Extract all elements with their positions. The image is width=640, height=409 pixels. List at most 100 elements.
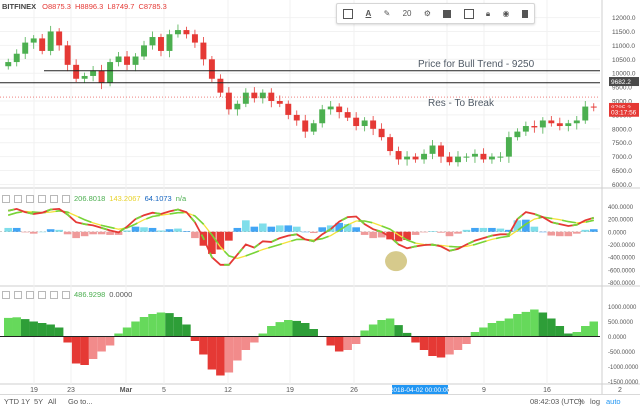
candle-body: [268, 92, 275, 101]
candle-body: [183, 30, 190, 35]
indicator-settings-icon[interactable]: [14, 194, 22, 203]
axes: 1923Mar5121926591622018-04-02 00:00:0060…: [30, 15, 639, 394]
indicator-more-icon[interactable]: [38, 194, 46, 203]
high-value: H8896.3: [74, 2, 104, 11]
candle-body: [302, 120, 309, 132]
osc-histogram-bar: [530, 226, 539, 232]
line-style-icon[interactable]: [343, 8, 354, 19]
indicator-source-icon[interactable]: [62, 194, 70, 203]
goto-link[interactable]: Go to...: [68, 397, 93, 406]
osc-histogram-bar: [445, 231, 454, 237]
osc-histogram-bar: [581, 229, 590, 232]
osc-histogram-bar: [360, 231, 369, 235]
candle-body: [22, 42, 29, 54]
price-tick-label: 9500.0: [612, 85, 632, 92]
hist-bar: [530, 309, 539, 337]
candle-body: [404, 156, 411, 160]
osc-histogram-bar: [589, 229, 598, 232]
candle-body: [242, 92, 249, 104]
clone-icon[interactable]: [463, 8, 474, 19]
hist-tick-label: 1000.0000: [608, 305, 637, 311]
osc-tick-label: 200.0000: [608, 218, 634, 224]
range-5y[interactable]: 5Y: [34, 397, 44, 406]
auto-toggle[interactable]: auto: [606, 397, 621, 406]
histogram-pane[interactable]: [0, 309, 600, 376]
price-axis-badge-text: 03:17:56: [611, 110, 637, 117]
osc-histogram-bar: [72, 231, 80, 239]
hist-bar: [224, 336, 234, 373]
osc-histogram-bar: [479, 227, 488, 232]
osc-histogram-bar: [140, 227, 148, 232]
hist-bar: [453, 336, 463, 350]
candle-body: [200, 42, 207, 60]
indicator-format-icon[interactable]: [50, 194, 58, 203]
price-tick-label: 7000.0: [612, 154, 632, 161]
osc-histogram-bar: [564, 231, 573, 237]
candle-body: [573, 120, 580, 124]
indicator-eye-icon[interactable]: [2, 194, 10, 203]
candle-body: [47, 31, 54, 51]
lock-icon[interactable]: 🔒︎: [485, 8, 491, 18]
template-icon[interactable]: [443, 9, 452, 18]
indicator2-settings-icon[interactable]: [14, 290, 22, 299]
indicator2-eye-icon[interactable]: [2, 290, 10, 299]
ind2-value-1: 486.9298: [74, 290, 106, 299]
log-toggle[interactable]: log: [590, 397, 601, 406]
osc-histogram-bar: [80, 231, 89, 237]
indicator2-source-icon[interactable]: [62, 290, 70, 299]
range-1y[interactable]: 1Y: [21, 397, 31, 406]
percent-toggle[interactable]: %: [578, 397, 585, 406]
price-axis-badge: [609, 77, 639, 87]
price-pane[interactable]: Price for Bull Trend - 9250 Res - To Brea…: [0, 24, 600, 167]
range-ytd[interactable]: YTD: [4, 397, 19, 406]
osc-histogram-bar: [301, 231, 310, 233]
hist-bar: [402, 332, 412, 337]
candle-body: [412, 156, 419, 160]
drawing-toolbar: A ✎ 20 ⚙ 🔒︎ ◉: [336, 3, 535, 24]
hist-bar: [233, 336, 242, 361]
candle-body: [13, 53, 20, 63]
indicator2-close-icon[interactable]: [26, 290, 34, 299]
osc-histogram-bar: [555, 231, 564, 237]
hist-bar: [216, 336, 225, 376]
osc-histogram-bar: [539, 231, 547, 233]
osc-histogram-bar: [29, 231, 38, 234]
candle-body: [141, 45, 147, 57]
candle-body: [471, 153, 478, 157]
osc-histogram-bar: [114, 231, 123, 235]
indicator2-format-icon[interactable]: [50, 290, 58, 299]
osc-tick-label: 400.0000: [608, 205, 634, 211]
font-size-select[interactable]: 20: [402, 9, 412, 18]
candle-body: [107, 62, 114, 83]
osc-histogram-bar: [369, 231, 377, 239]
price-tick-label: 11500.0: [612, 29, 635, 36]
hist-bar: [148, 314, 157, 337]
oscillator-pane[interactable]: [0, 207, 600, 272]
candle-body: [251, 92, 258, 99]
candle-body: [327, 106, 334, 110]
eye-icon[interactable]: ◉: [502, 9, 510, 18]
pencil-icon[interactable]: ✎: [383, 9, 391, 18]
hist-bar: [37, 323, 47, 337]
trash-icon[interactable]: [521, 9, 528, 18]
osc-histogram-bar: [182, 231, 191, 232]
hist-tick-label: 0.0000: [608, 335, 627, 341]
hist-bar: [207, 336, 217, 370]
candle-body: [124, 56, 131, 65]
gear-icon[interactable]: ⚙: [423, 9, 431, 18]
candle-body: [387, 137, 394, 152]
indicator-close-icon[interactable]: [26, 194, 34, 203]
hist-bar: [343, 336, 352, 350]
hist-bar: [190, 336, 200, 341]
indicator2-more-icon[interactable]: [38, 290, 46, 299]
indicator1-legend: 206.8018 143.2067 64.1073 n/a: [2, 193, 187, 204]
text-color-icon[interactable]: A: [365, 9, 372, 18]
range-all[interactable]: All: [48, 397, 57, 406]
osc-histogram-bar: [572, 231, 581, 234]
candle-body: [5, 62, 12, 67]
hist-bar: [105, 336, 115, 346]
osc-histogram-bar: [46, 229, 55, 232]
candle-body: [225, 92, 232, 110]
bull-trend-annotation: Price for Bull Trend - 9250: [418, 59, 535, 70]
